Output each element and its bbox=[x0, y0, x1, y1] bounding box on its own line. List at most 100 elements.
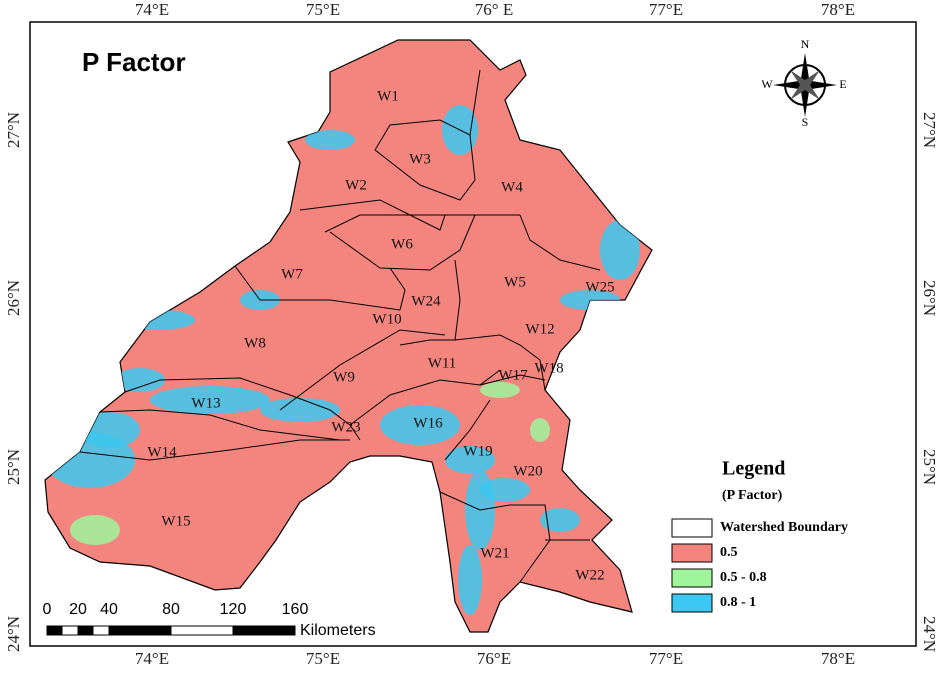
cover-patch bbox=[150, 386, 270, 414]
cover-patch bbox=[530, 418, 550, 442]
watershed-label: W5 bbox=[504, 274, 526, 290]
latitude-label: 25°N bbox=[4, 449, 23, 485]
legend-swatch bbox=[671, 593, 713, 613]
compass: N S W E bbox=[761, 37, 846, 129]
legend-swatch bbox=[671, 568, 713, 588]
scale-tick-label: 80 bbox=[162, 601, 180, 618]
scale-tick-label: 160 bbox=[282, 601, 309, 618]
scale-segment bbox=[77, 625, 94, 636]
watershed-label: W16 bbox=[413, 415, 443, 431]
watershed-boundary bbox=[389, 267, 406, 311]
latitude-label: 27°N bbox=[920, 112, 939, 148]
scale-segment bbox=[108, 625, 172, 636]
cover-patch bbox=[445, 446, 495, 474]
watershed-label: W21 bbox=[480, 545, 509, 561]
longitude-label: 74°E bbox=[135, 0, 169, 19]
latitude-label: 24°N bbox=[4, 616, 23, 652]
longitude-label: 77°E bbox=[649, 649, 683, 668]
cover-patch bbox=[480, 382, 520, 398]
scale-segment bbox=[46, 625, 63, 636]
scale-segment bbox=[232, 625, 296, 636]
watershed-label: W6 bbox=[391, 236, 413, 252]
watershed-label: W1 bbox=[377, 88, 399, 104]
longitude-label: 76° E bbox=[475, 0, 513, 19]
watershed-label: W22 bbox=[575, 567, 604, 583]
latitude-label: 24°N bbox=[920, 616, 939, 652]
latitude-label: 26°N bbox=[920, 280, 939, 316]
watershed-boundary bbox=[349, 369, 501, 426]
landcover bbox=[45, 105, 640, 615]
scale-tick-label: 20 bbox=[69, 601, 87, 618]
watershed-label: W11 bbox=[428, 355, 457, 371]
watershed-boundary bbox=[439, 491, 551, 583]
latitude-label: 25°N bbox=[920, 449, 939, 485]
cover-patch bbox=[600, 220, 640, 280]
legend-label: 0.5 bbox=[720, 545, 738, 560]
watershed-label: W15 bbox=[161, 513, 190, 529]
longitude-label: 75°E bbox=[306, 649, 340, 668]
watershed-boundary bbox=[374, 69, 481, 201]
watershed-label: W3 bbox=[409, 151, 431, 167]
cover-patch bbox=[260, 398, 340, 422]
legend-label: 0.5 - 0.8 bbox=[720, 570, 767, 585]
latitude-label: 27°N bbox=[4, 112, 23, 148]
longitude-label: 74°E bbox=[135, 649, 169, 668]
watershed-label: W12 bbox=[525, 321, 554, 337]
watershed-label: W18 bbox=[534, 360, 563, 376]
scale-segment bbox=[170, 625, 234, 636]
compass-south: S bbox=[802, 115, 809, 129]
watershed-boundary bbox=[324, 214, 470, 233]
scale-tick-label: 40 bbox=[100, 601, 118, 618]
scale-segment bbox=[92, 625, 110, 636]
watershed-boundary bbox=[444, 399, 491, 461]
watershed-boundary bbox=[479, 374, 546, 386]
watershed-boundary bbox=[234, 265, 401, 311]
watershed-label: W10 bbox=[372, 311, 401, 327]
watershed-boundary bbox=[79, 439, 350, 461]
latitude-label: 26°N bbox=[4, 280, 23, 316]
compass-needle bbox=[790, 70, 820, 100]
legend-swatch bbox=[671, 518, 713, 538]
scale-unit: Kilometers bbox=[300, 622, 376, 639]
scale-tick-label: 120 bbox=[220, 601, 247, 618]
longitude-label: 78°E bbox=[821, 0, 855, 19]
longitude-label: 75°E bbox=[306, 0, 340, 19]
cover-patch bbox=[380, 405, 460, 445]
watershed-boundary bbox=[329, 214, 476, 271]
cover-patch bbox=[305, 130, 355, 150]
watershed-boundary bbox=[519, 214, 601, 271]
watershed-boundary bbox=[279, 329, 446, 411]
legend-label: Watershed Boundary bbox=[720, 520, 848, 535]
watershed-label: W17 bbox=[498, 367, 528, 383]
watershed-label: W9 bbox=[333, 369, 355, 385]
watershed-label: W25 bbox=[585, 279, 614, 295]
watershed-label: W4 bbox=[501, 179, 523, 195]
compass-east: E bbox=[839, 77, 846, 91]
legend-swatch bbox=[671, 543, 713, 563]
legend-label: 0.8 - 1 bbox=[720, 595, 756, 610]
compass-west: W bbox=[761, 77, 773, 91]
watershed-boundary bbox=[454, 334, 546, 391]
watershed-label: W2 bbox=[345, 177, 367, 193]
cover-patch bbox=[70, 515, 120, 545]
watershed-label: W14 bbox=[147, 444, 177, 460]
cover-patch bbox=[115, 368, 165, 392]
cover-patch bbox=[540, 508, 580, 532]
legend-subtitle: (P Factor) bbox=[722, 488, 783, 503]
map-title: P Factor bbox=[82, 47, 186, 77]
longitude-label: 76°E bbox=[477, 649, 511, 668]
watershed-label: W20 bbox=[513, 463, 542, 479]
scale-tick-label: 0 bbox=[43, 601, 52, 618]
watershed-label: W23 bbox=[331, 419, 360, 435]
longitude-label: 78°E bbox=[821, 649, 855, 668]
watershed-boundary bbox=[99, 409, 341, 441]
compass-north: N bbox=[801, 37, 810, 51]
cover-patch bbox=[458, 545, 482, 615]
watershed-label: W7 bbox=[281, 266, 303, 282]
watershed-label: W24 bbox=[411, 293, 441, 309]
watershed-label: W19 bbox=[463, 443, 492, 459]
legend-title: Legend bbox=[722, 458, 785, 480]
longitude-label: 77°E bbox=[649, 0, 683, 19]
scale-segment bbox=[61, 625, 79, 636]
